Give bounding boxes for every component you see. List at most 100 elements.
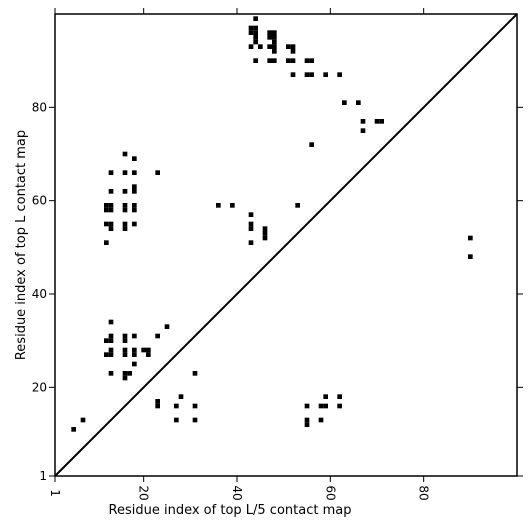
contact-point-top-l <box>104 240 109 245</box>
contact-point-top-l <box>155 170 160 175</box>
contact-point-top-l <box>108 170 114 175</box>
contact-point-top-l <box>309 72 314 77</box>
contact-point-top-l5 <box>304 417 310 423</box>
contact-point-top-l5 <box>304 422 310 427</box>
contact-point-top-l <box>253 35 258 40</box>
contact-point-top-l <box>290 58 296 63</box>
contact-point-top-l <box>132 207 137 213</box>
contact-point-top-l <box>132 221 137 227</box>
contact-point-top-l <box>290 44 296 49</box>
contact-point-top-l <box>230 203 235 208</box>
contact-point-top-l5 <box>304 403 310 409</box>
contact-point-top-l <box>108 207 114 213</box>
contact-point-top-l5 <box>174 417 179 423</box>
contact-point-top-l <box>258 44 263 49</box>
contact-point-top-l <box>248 30 254 35</box>
contact-point-top-l <box>132 156 137 161</box>
contact-point-top-l <box>272 58 277 63</box>
contact-point-top-l <box>360 119 366 124</box>
x-tick-label: 80 <box>417 485 431 500</box>
x-tick-label: 40 <box>230 485 244 500</box>
contact-point-top-l <box>108 189 114 194</box>
contact-point-top-l <box>295 203 300 208</box>
contact-point-top-l <box>309 142 314 147</box>
contact-point-top-l <box>122 371 128 376</box>
contact-point-top-l5 <box>323 403 328 409</box>
contact-point-top-l <box>132 184 137 189</box>
contact-point-top-l <box>132 347 137 353</box>
contact-point-top-l <box>286 44 291 49</box>
contact-point-top-l <box>262 226 268 231</box>
contact-point-top-l <box>146 352 151 357</box>
contact-point-top-l <box>248 25 254 31</box>
contact-point-top-l5 <box>71 427 76 432</box>
contact-point-top-l <box>309 58 314 63</box>
contact-point-top-l <box>104 338 109 343</box>
contact-point-top-l <box>127 371 132 376</box>
contact-point-top-l <box>122 207 128 213</box>
contact-point-top-l <box>248 221 254 227</box>
contact-point-top-l <box>323 72 328 77</box>
contact-point-top-l <box>164 324 170 329</box>
contact-point-top-l <box>108 371 114 376</box>
contact-point-top-l <box>248 212 254 217</box>
contact-point-top-l <box>122 347 128 353</box>
contact-point-top-l <box>468 254 473 259</box>
plot-frame <box>54 13 518 477</box>
contact-point-top-l <box>122 226 128 231</box>
contact-point-top-l <box>337 72 342 77</box>
contact-point-top-l <box>267 58 272 63</box>
contact-point-top-l5 <box>323 394 328 399</box>
contact-points <box>71 16 473 432</box>
contact-point-top-l <box>267 44 272 49</box>
contact-point-top-l <box>108 226 114 231</box>
contact-point-top-l <box>267 30 272 35</box>
contact-point-top-l <box>146 347 151 353</box>
contact-point-top-l <box>253 58 258 63</box>
axis-ticks: 1 20 40 60 80 1 20 40 60 80 <box>32 8 523 501</box>
contact-point-top-l <box>108 338 114 343</box>
contact-point-top-l5 <box>80 417 86 423</box>
contact-point-top-l <box>108 319 114 325</box>
contact-point-top-l <box>248 226 254 231</box>
contact-point-top-l5 <box>178 394 184 399</box>
contact-point-top-l <box>468 235 473 241</box>
y-axis-label: Residue index of top L contact map <box>14 130 29 360</box>
contact-point-top-l <box>272 35 277 40</box>
contact-point-top-l <box>108 333 114 339</box>
contact-point-top-l <box>155 333 160 339</box>
contact-point-top-l <box>108 347 114 353</box>
y-tick-label: 60 <box>32 194 47 208</box>
contact-point-top-l <box>132 189 137 194</box>
y-tick-label: 80 <box>32 100 47 114</box>
diagonal-line <box>54 13 518 477</box>
contact-point-top-l <box>342 100 347 105</box>
contact-point-top-l <box>262 231 268 236</box>
contact-point-top-l <box>272 49 277 54</box>
contact-point-top-l5 <box>174 403 179 409</box>
contact-point-top-l <box>108 221 114 227</box>
contact-point-top-l <box>122 333 128 339</box>
contact-point-top-l <box>122 151 128 157</box>
y-tick-label: 1 <box>39 469 47 483</box>
contact-point-top-l5 <box>337 403 342 409</box>
x-tick-label: 1 <box>48 489 62 497</box>
contact-point-top-l <box>286 58 291 63</box>
contact-point-top-l <box>253 25 258 31</box>
contact-point-top-l <box>122 221 128 227</box>
x-axis-label: Residue index of top L/5 contact map <box>109 503 352 518</box>
contact-point-top-l <box>290 72 296 77</box>
y-tick-label: 40 <box>32 287 47 301</box>
contact-point-top-l <box>132 361 137 367</box>
contact-point-top-l5 <box>192 417 198 423</box>
contact-point-top-l <box>253 39 258 45</box>
contact-point-top-l <box>304 58 310 63</box>
contact-point-top-l <box>272 39 277 45</box>
contact-point-top-l <box>108 352 114 357</box>
contact-point-top-l <box>122 352 128 357</box>
contact-point-top-l <box>122 375 128 381</box>
contact-point-top-l <box>132 352 137 357</box>
contact-point-top-l <box>122 203 128 208</box>
contact-point-top-l <box>192 371 198 376</box>
